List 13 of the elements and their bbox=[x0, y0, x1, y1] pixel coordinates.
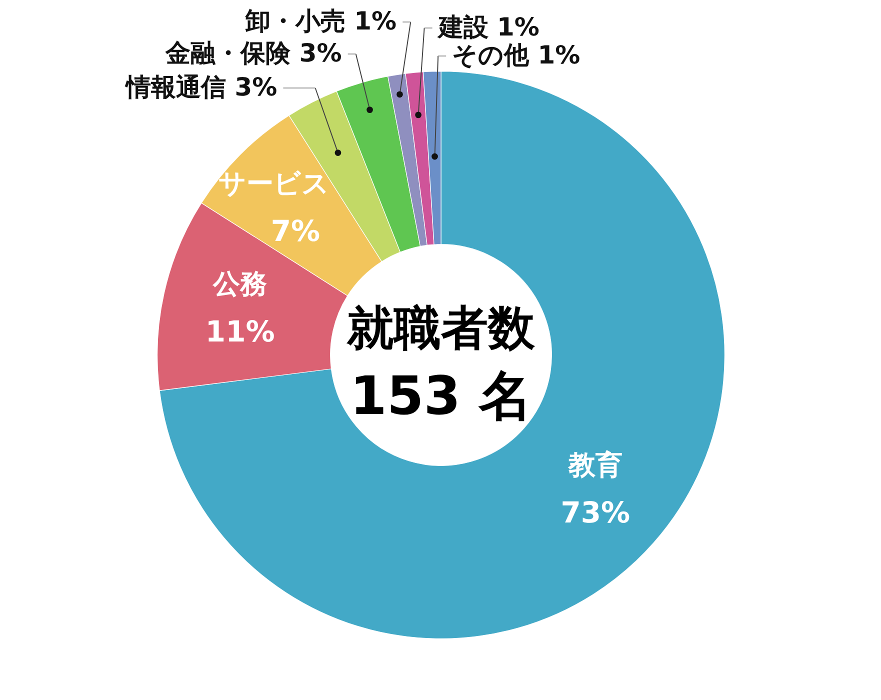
data-label: 73% bbox=[560, 496, 630, 530]
slice-label: 卸・小売 1% bbox=[244, 6, 397, 36]
data-label: 7% bbox=[270, 214, 320, 248]
text: 153 名 bbox=[350, 366, 532, 427]
data-label: 11% bbox=[205, 314, 275, 349]
text: 就職者数 bbox=[346, 301, 536, 356]
slice-label: 情報通信 3% bbox=[124, 72, 278, 102]
slice-label: 公務 bbox=[212, 269, 268, 300]
slice-label: サービス bbox=[218, 168, 330, 200]
slice-label: 建設 1% bbox=[436, 12, 540, 42]
slice-label: 教育 bbox=[567, 450, 622, 482]
slice-label: 金融・保険 3% bbox=[164, 38, 342, 68]
slice-label: その他 1% bbox=[452, 40, 580, 70]
